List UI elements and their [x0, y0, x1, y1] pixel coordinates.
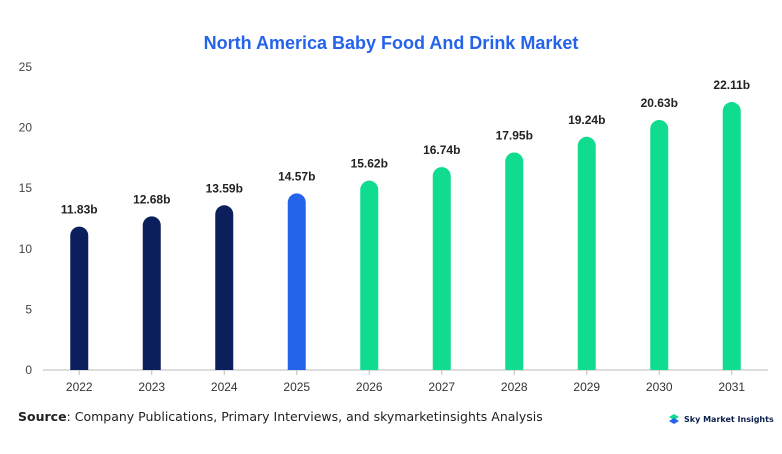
y-tick-label: 10	[19, 242, 33, 256]
x-tick-label-2023: 2023	[138, 380, 165, 394]
data-label-2025: 14.57b	[278, 169, 315, 183]
data-label-2022: 11.83b	[61, 203, 98, 217]
logo-text: Sky Market Insights	[684, 414, 774, 424]
x-tick-label-2030: 2030	[646, 380, 673, 394]
data-label-2026: 15.62b	[351, 157, 388, 171]
bar-2031	[722, 102, 741, 371]
bars	[70, 102, 741, 371]
x-tick-label-2024: 2024	[211, 380, 238, 394]
bar-2024	[215, 205, 234, 370]
y-tick-label: 5	[25, 302, 32, 316]
data-label-2028: 17.95b	[496, 128, 533, 142]
y-tick-label: 15	[19, 181, 33, 195]
data-labels: 11.83b 12.68b 13.59b 14.57b 15.62b 16.74b 17.9…	[61, 78, 750, 217]
y-tick-label: 25	[19, 60, 33, 74]
bar-2026	[360, 180, 379, 370]
data-label-2023: 12.68b	[133, 192, 170, 206]
bar-2022	[70, 226, 89, 370]
bar-2025	[287, 193, 306, 370]
brand-logo: Sky Market Insights	[668, 413, 774, 425]
x-axis: 2022 2023 2024 2025 2026 2027 2028 2029 2030 2031	[43, 369, 768, 394]
data-label-2027: 16.74b	[423, 143, 460, 157]
x-tick-label-2027: 2027	[428, 380, 455, 394]
source-note: Source: Company Publications, Primary In…	[18, 409, 543, 424]
x-tick-label-2029: 2029	[573, 380, 600, 394]
data-label-2031: 22.11b	[713, 78, 750, 92]
x-tick-label-2026: 2026	[356, 380, 383, 394]
sky-market-insights-logo-icon	[669, 414, 679, 424]
source-label: Source	[18, 409, 67, 424]
chart-title: North America Baby Food And Drink Market	[203, 33, 579, 53]
y-axis: 0 5 10 15 20 25	[19, 60, 33, 377]
y-tick-label: 20	[19, 121, 33, 135]
bar-2028	[505, 152, 524, 370]
bar-2029	[577, 136, 596, 370]
bar-2023	[142, 216, 161, 370]
y-tick-label: 0	[25, 363, 32, 377]
data-label-2030: 20.63b	[641, 96, 678, 110]
data-label-2024: 13.59b	[206, 181, 243, 195]
x-tick-label-2031: 2031	[718, 380, 745, 394]
source-text: : Company Publications, Primary Intervie…	[66, 409, 543, 424]
x-tick-label-2028: 2028	[501, 380, 528, 394]
data-label-2029: 19.24b	[568, 113, 605, 127]
bar-2030	[650, 119, 669, 370]
bar-2027	[432, 167, 451, 370]
x-tick-label-2025: 2025	[283, 380, 310, 394]
x-tick-label-2022: 2022	[66, 380, 93, 394]
